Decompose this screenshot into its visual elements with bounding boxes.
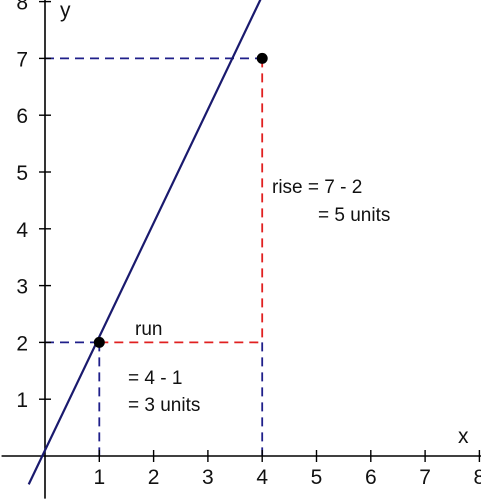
rise-calculation: rise = 7 - 2 <box>272 177 362 198</box>
y-tick-label: 8 <box>16 0 28 15</box>
x-tick-label: 1 <box>93 466 105 489</box>
x-tick-label: 6 <box>365 466 377 489</box>
y-tick-label: 3 <box>16 276 28 299</box>
rise-result: = 5 units <box>318 205 390 226</box>
y-tick-label: 5 <box>16 162 28 185</box>
y-axis-label: y <box>60 0 71 22</box>
y-tick-label: 1 <box>16 389 28 412</box>
series-layer <box>27 0 262 485</box>
y-tick-label: 7 <box>16 48 28 71</box>
series-line <box>27 0 262 485</box>
run-label: run <box>135 319 162 340</box>
x-tick-label: 2 <box>148 466 160 489</box>
x-axis-label: x <box>458 425 469 448</box>
x-tick-label: 7 <box>419 466 431 489</box>
run-calculation: = 4 - 1 <box>128 368 182 389</box>
x-tick-label: 3 <box>202 466 214 489</box>
guide-lines <box>45 57 264 456</box>
x-tick-label: 4 <box>256 466 268 489</box>
run-result: = 3 units <box>128 395 200 416</box>
x-tick-label: 8 <box>474 466 481 489</box>
tick-labels: 1 2 3 4 5 6 7 8 1 2 3 4 5 6 7 8 <box>16 0 481 489</box>
y-tick-label: 6 <box>16 105 28 128</box>
x-tick-label: 5 <box>311 466 323 489</box>
data-point-2 <box>256 52 268 64</box>
points-layer <box>93 52 268 348</box>
y-tick-label: 4 <box>16 219 28 242</box>
y-tick-label: 2 <box>16 332 28 355</box>
data-point-1 <box>93 336 105 348</box>
